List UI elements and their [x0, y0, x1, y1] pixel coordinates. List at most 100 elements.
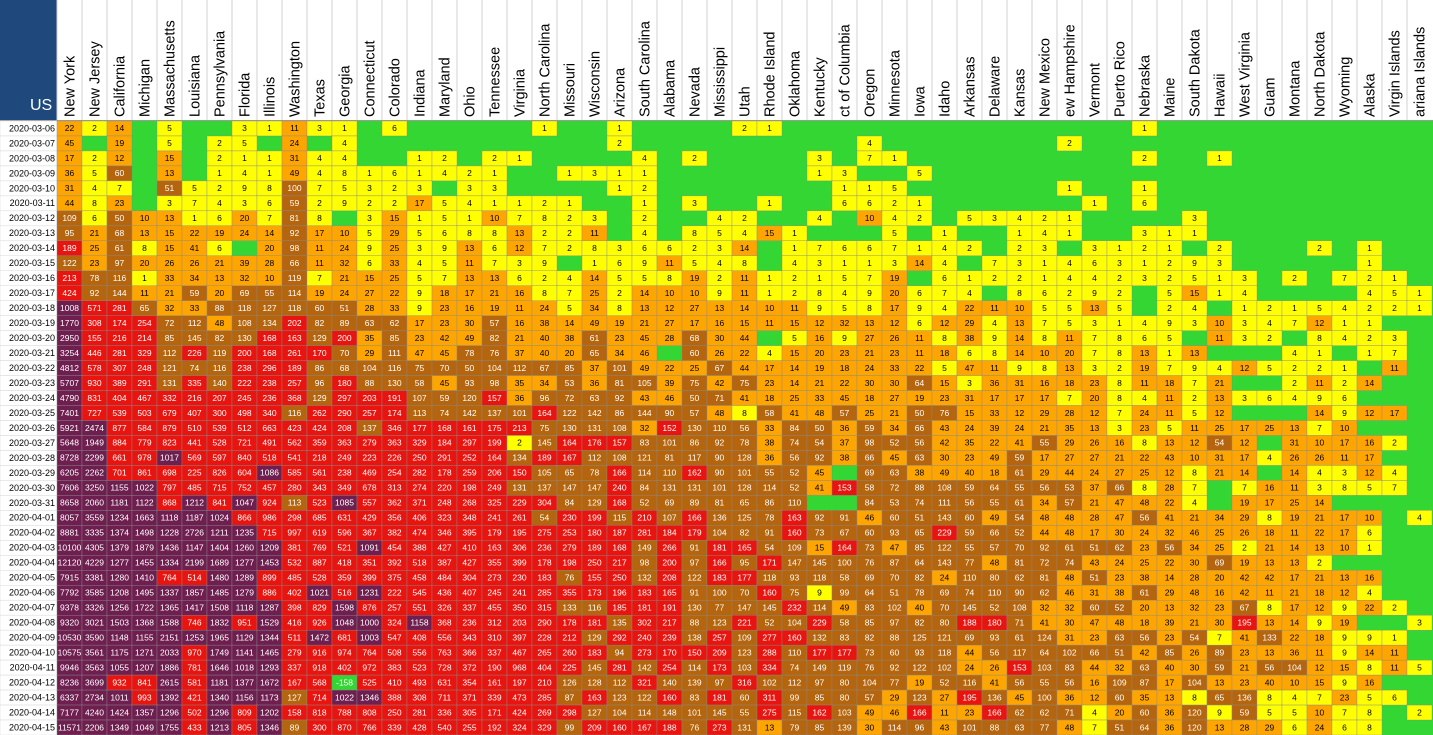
cell-value: 49	[940, 468, 950, 478]
cell-value: 343	[312, 483, 326, 493]
cell-value: 43	[940, 423, 950, 433]
cell-value: 9	[367, 243, 372, 253]
cell-value: 25	[1140, 468, 1150, 478]
cell-value: 25	[790, 393, 800, 403]
cell-value: 997	[287, 528, 301, 538]
column-header: North Carolina	[538, 23, 554, 117]
cell-value: 2	[92, 123, 97, 133]
cell-value: 60	[1090, 602, 1100, 612]
column-header: Kentucky	[813, 57, 829, 117]
cell-value: 861	[137, 468, 151, 478]
cell-value: 50	[815, 423, 825, 433]
cell-value: 131	[162, 378, 176, 388]
cell-value: 173	[712, 662, 726, 672]
cell-value: 101	[687, 707, 701, 717]
cell-value: 92	[815, 513, 825, 523]
cell-value: 99	[840, 587, 850, 597]
cell-value: 424	[62, 288, 76, 298]
cell-value: 1055	[110, 662, 129, 672]
column-header: Michigan	[138, 59, 154, 117]
cell-value: 229	[937, 528, 951, 538]
cell-value: 33	[190, 303, 200, 313]
cell-value: 779	[137, 438, 151, 448]
cell-value: 11	[940, 707, 949, 717]
cell-value: 14	[1290, 543, 1300, 553]
cell-value: 525	[362, 677, 376, 687]
cell-value: 2	[1167, 273, 1172, 283]
cell-value: 32	[1040, 602, 1050, 612]
cell-value: 96	[915, 722, 925, 732]
cell-value: 1	[592, 258, 597, 268]
cell-value: 1392	[160, 692, 179, 702]
cell-value: 562	[287, 438, 301, 448]
cell-value: 1018	[235, 662, 254, 672]
cell-value: 57	[490, 318, 500, 328]
cell-value: 3	[317, 123, 322, 133]
cell-value: 23	[1090, 632, 1100, 642]
cell-value: 711	[438, 692, 452, 702]
cell-value: 16	[1115, 438, 1125, 448]
cell-value: 136	[987, 692, 1001, 702]
cell-value: 22	[1140, 453, 1150, 463]
cell-value: 1334	[160, 558, 179, 568]
cell-value: 484	[437, 573, 451, 583]
cell-value: 29	[1040, 408, 1050, 418]
cell-value: 166	[612, 468, 626, 478]
cell-value: 33	[390, 258, 400, 268]
cell-value: 88	[690, 617, 700, 627]
cell-value: 85	[1165, 647, 1175, 657]
cell-value: 4	[1292, 692, 1297, 702]
cell-value: 3	[417, 183, 422, 193]
cell-value: 61	[1015, 468, 1025, 478]
cell-value: 8	[692, 228, 697, 238]
cell-value: 7	[1042, 318, 1047, 328]
cell-value: 457	[262, 483, 276, 493]
cell-value: 98	[865, 438, 875, 448]
cell-value: 4	[1217, 363, 1222, 373]
cell-value: 1424	[110, 707, 129, 717]
cell-value: 32	[340, 258, 350, 268]
cell-value: 19	[1240, 498, 1250, 508]
cell-value: 4	[967, 288, 972, 298]
cell-value: 363	[337, 438, 351, 448]
cell-value: 3254	[60, 348, 79, 358]
cell-value: 63	[590, 393, 600, 403]
cell-value: 51	[1115, 647, 1125, 657]
cell-value: 2299	[85, 453, 104, 463]
column-header: Wyoming	[1338, 57, 1354, 117]
cell-value: 1253	[185, 632, 204, 642]
cell-value: 3559	[85, 513, 104, 523]
column-header: Montana	[1288, 60, 1304, 117]
cell-value: 11	[765, 318, 774, 328]
cell-value: 266	[662, 543, 676, 553]
cell-value: 2734	[85, 692, 104, 702]
cell-value: 877	[112, 423, 126, 433]
cell-value: 31	[290, 153, 300, 163]
cell-value: 308	[87, 318, 101, 328]
cell-value: 433	[187, 722, 201, 732]
cell-value: 23	[1340, 692, 1350, 702]
cell-value: 1	[342, 123, 347, 133]
cell-value: 96	[540, 393, 550, 403]
cell-value: 8	[742, 258, 747, 268]
cell-value: 238	[337, 468, 351, 478]
cell-value: 16	[515, 288, 525, 298]
cell-value: 10	[1315, 438, 1325, 448]
cell-value: 1646	[210, 662, 229, 672]
cell-value: 24	[1315, 722, 1325, 732]
cell-value: 21	[1265, 543, 1275, 553]
cell-value: 15	[965, 408, 975, 418]
cell-value: 285	[537, 692, 551, 702]
cell-value: 1277	[235, 558, 254, 568]
cell-value: 557	[362, 498, 376, 508]
cell-value: 76	[865, 662, 875, 672]
cell-value: 4	[1042, 228, 1047, 238]
cell-value: 75	[740, 378, 750, 388]
cell-value: 39	[990, 423, 1000, 433]
cell-value: 12	[1090, 692, 1100, 702]
column-header: Maine	[1163, 78, 1179, 118]
cell-value: 8	[667, 273, 672, 283]
cell-value: 841	[137, 677, 151, 687]
cell-value: 183	[537, 573, 551, 583]
cell-value: 25	[590, 288, 600, 298]
